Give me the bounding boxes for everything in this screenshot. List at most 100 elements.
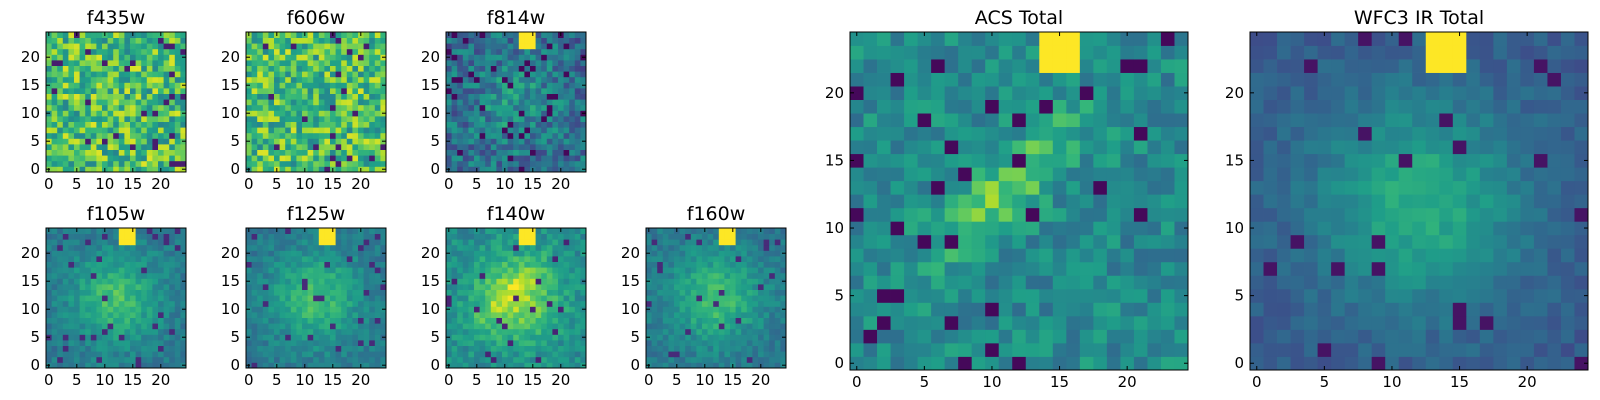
panel-6-cell [769, 244, 776, 251]
panel-0-cell [85, 138, 92, 145]
panel-5-cell [513, 340, 520, 346]
panel-4-cell [374, 306, 381, 313]
panel-4-cell [279, 300, 286, 307]
panel-6-cell [707, 300, 714, 307]
panel-4-cell [251, 356, 258, 363]
panel-6-cell [724, 340, 731, 346]
panel-2-cell [474, 48, 480, 55]
panel-2-cell [490, 48, 497, 55]
panel-7-cell [944, 288, 959, 303]
panel-1-cell [352, 121, 359, 128]
panel-6-cell [674, 256, 680, 262]
panel-0-cell [68, 116, 75, 122]
panel-3-cell [146, 300, 153, 307]
panel-3-cell [74, 272, 80, 279]
panel-4-cell [302, 250, 308, 257]
panel-0-cell [152, 166, 159, 173]
panel-2-cell [574, 121, 581, 128]
panel-0-cell [107, 104, 114, 111]
panel-0-cell [169, 155, 176, 162]
panel-3-cell [180, 233, 187, 240]
panel-5-cell [490, 328, 497, 335]
panel-2-cell [502, 160, 508, 167]
panel-5-cell [474, 323, 480, 330]
panel-0-cell [180, 71, 187, 78]
panel-0-cell [74, 138, 80, 145]
panel-3-cell [68, 362, 75, 369]
panel-4-cell [285, 317, 292, 324]
panel-6-cell [713, 334, 720, 341]
panel-7-cell [1160, 153, 1175, 168]
panel-3-cell [158, 284, 164, 290]
panel-6-cell [763, 278, 770, 285]
panel-5-cell [457, 340, 464, 346]
panel-2-cell [457, 37, 464, 44]
panel-7-cell [958, 180, 973, 195]
panel-3-cell [57, 261, 64, 268]
panel-6-cell [780, 328, 787, 335]
panel-6-cell [774, 250, 781, 257]
panel-7-cell [1174, 275, 1189, 290]
panel-6-xtick-label: 15 [723, 371, 742, 389]
panel-7-cell [971, 167, 986, 182]
panel-0-cell [158, 160, 164, 167]
panel-0-cell [85, 93, 92, 100]
panel-3-cell [146, 228, 153, 234]
panel-5-cell [490, 323, 497, 330]
panel-5-cell [541, 351, 548, 358]
panel-4-cell [352, 312, 359, 318]
panel-7-cell [863, 302, 878, 317]
panel-1-cell [313, 132, 320, 139]
panel-4-cell [262, 362, 269, 369]
panel-2-cell [485, 155, 492, 162]
panel-1-cell [369, 37, 376, 44]
panel-5-cell [546, 300, 553, 307]
panel-2-cell [518, 65, 525, 72]
panel-5-cell [502, 278, 508, 285]
panel-1-cell [374, 37, 381, 44]
panel-2-cell [546, 132, 553, 139]
panel-6-cell [752, 323, 759, 330]
panel-5-cell [530, 334, 536, 341]
panel-2-cell [451, 132, 458, 139]
panel-6-cell [780, 239, 787, 246]
panel-5-cell [502, 351, 508, 358]
panel-5-cell [451, 244, 458, 251]
panel-3-cell [68, 345, 75, 352]
panel-4-cell [341, 233, 348, 240]
panel-3-cell [85, 340, 92, 346]
panel-0-cell [85, 88, 92, 94]
panel-3-cell [90, 334, 97, 341]
panel-4-cell [341, 250, 348, 257]
panel-0-cell [68, 144, 75, 150]
panel-2-cell [502, 110, 508, 117]
panel-0-cell [141, 48, 148, 55]
panel-2-cell [485, 104, 492, 111]
panel-4-cell [290, 345, 297, 352]
panel-4-cell [341, 312, 348, 318]
panel-4-cell [285, 312, 292, 318]
panel-3-cell [130, 256, 136, 262]
panel-0-cell [51, 37, 58, 44]
panel-0-cell [130, 48, 136, 55]
panel-2-cell [446, 76, 452, 83]
panel-6-cell [696, 256, 703, 262]
panel-1-cell [274, 82, 280, 89]
panel-3-cell [130, 317, 136, 324]
panel-4-cell [369, 272, 376, 279]
panel-5-cell [462, 334, 469, 341]
panel-7-cell [917, 167, 932, 182]
panel-2-cell [530, 76, 536, 83]
panel-6-cell [668, 284, 675, 290]
panel-6-cell [702, 233, 708, 240]
panel-0-cell [79, 132, 86, 139]
panel-3-cell [68, 272, 75, 279]
panel-1-cell [268, 138, 275, 145]
panel-7-cell [1079, 261, 1094, 276]
panel-6-cell [741, 345, 748, 352]
panel-2-cell [530, 104, 536, 111]
panel-1-cell [380, 121, 387, 128]
panel-5-cell [574, 233, 581, 240]
panel-5-cell [552, 317, 559, 324]
panel-2-cell [507, 155, 514, 162]
